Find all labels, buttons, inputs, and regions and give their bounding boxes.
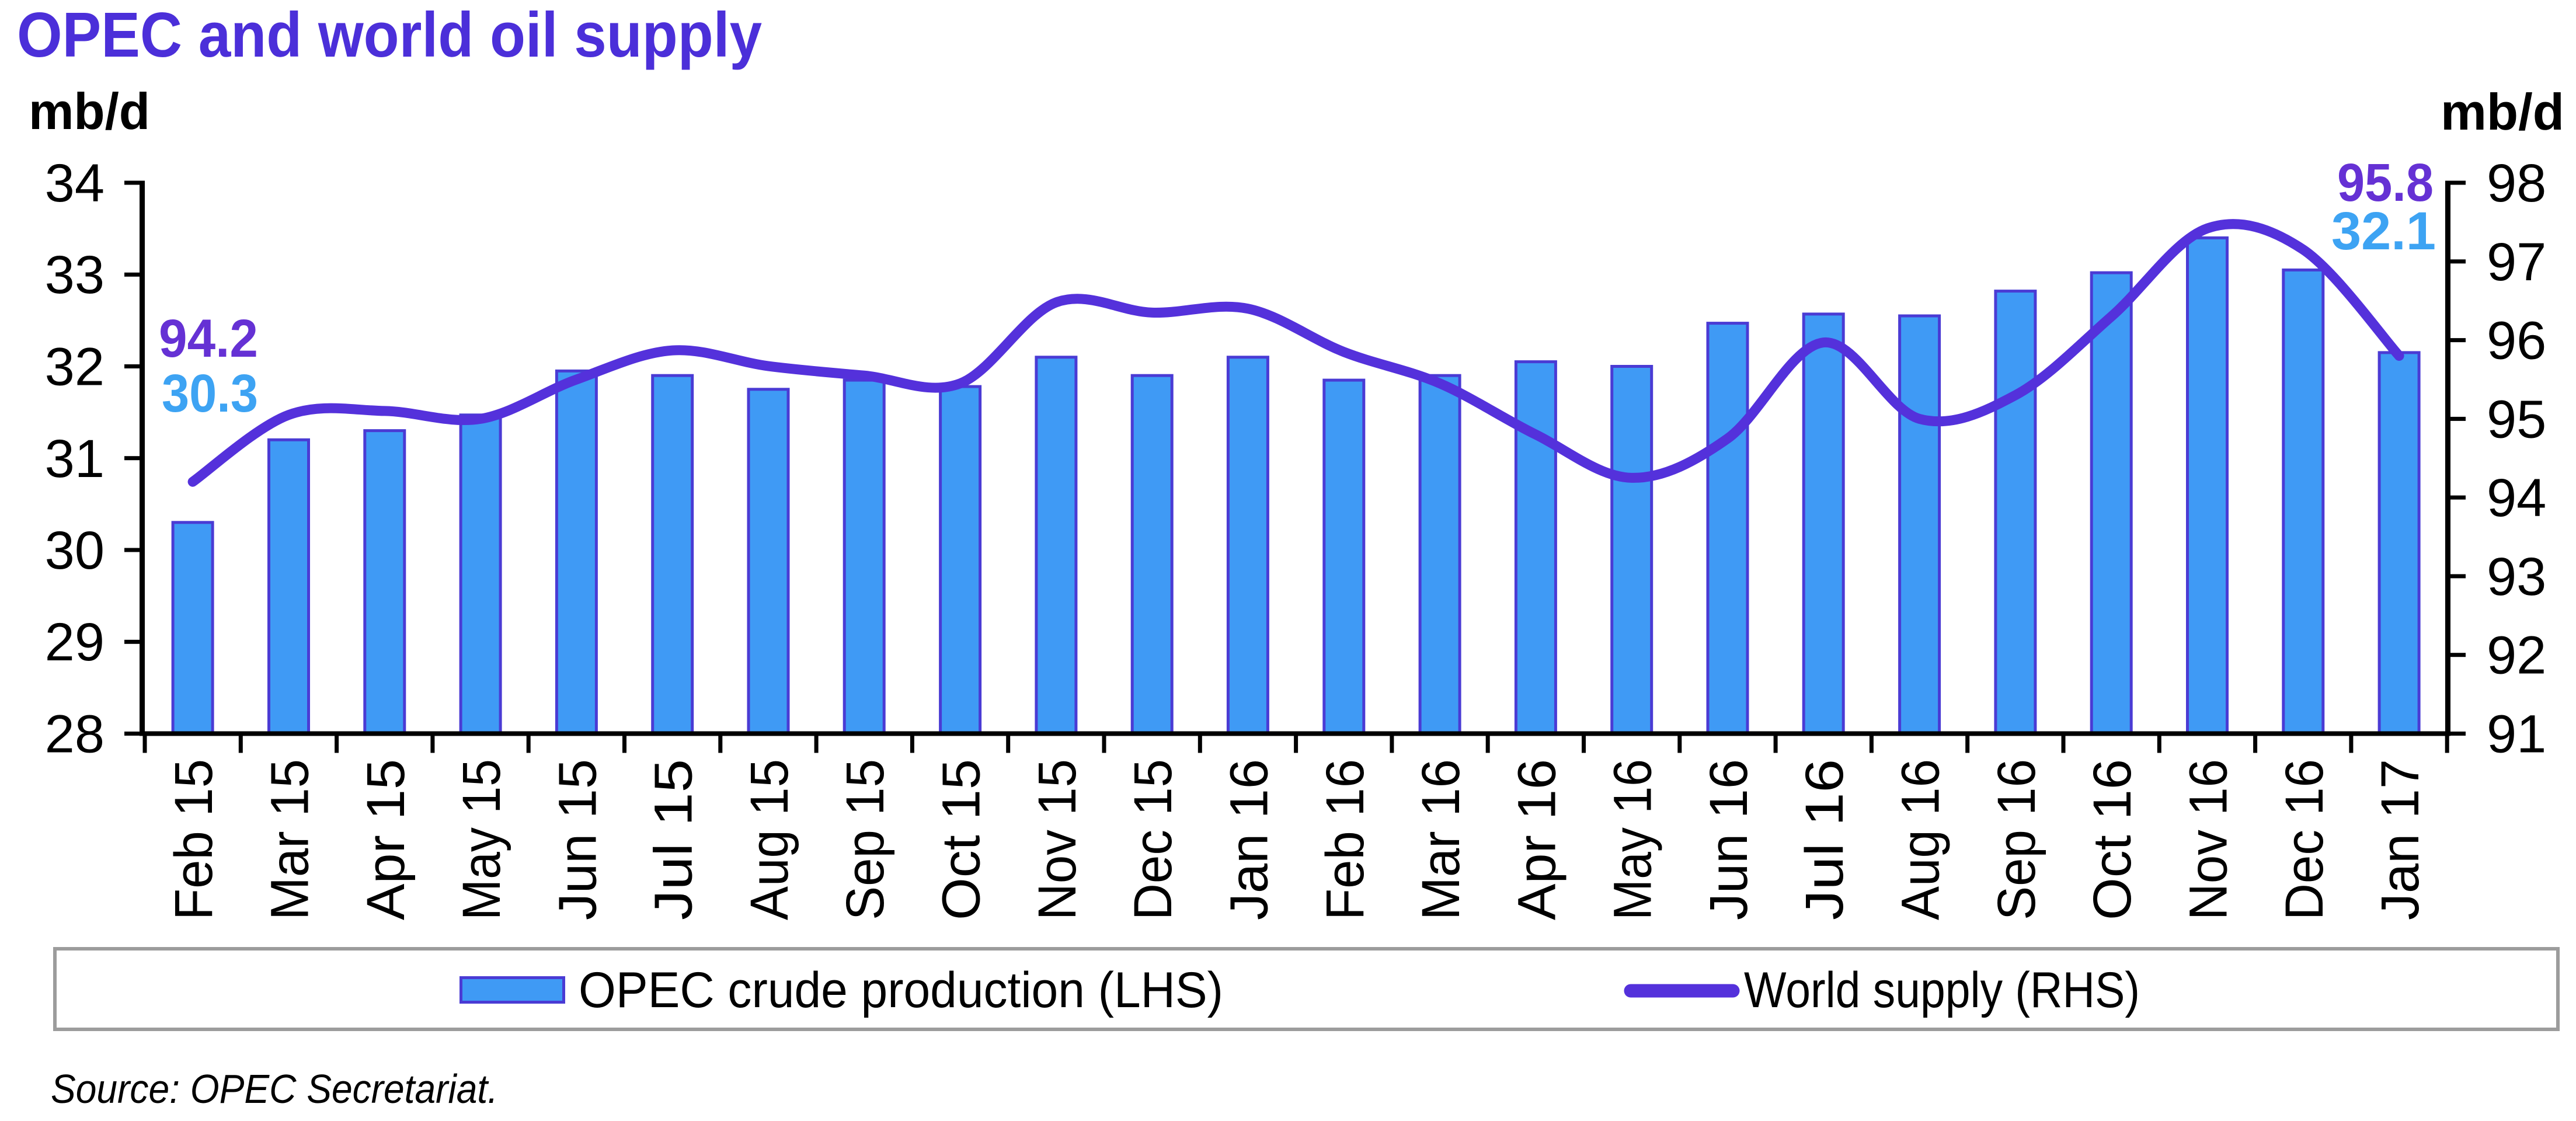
svg-text:98: 98 [2487, 154, 2546, 213]
svg-text:94: 94 [2487, 468, 2546, 528]
svg-text:29: 29 [45, 612, 105, 672]
svg-text:Jul 15: Jul 15 [644, 759, 704, 920]
svg-text:Source: OPEC Secretariat.: Source: OPEC Secretariat. [51, 1066, 498, 1112]
svg-text:OPEC and world oil supply: OPEC and world oil supply [17, 0, 762, 71]
svg-text:30: 30 [45, 521, 105, 580]
svg-text:Feb 16: Feb 16 [1315, 759, 1375, 920]
svg-text:91: 91 [2487, 705, 2546, 764]
svg-text:Jun 15: Jun 15 [548, 759, 607, 920]
svg-text:Jul 16: Jul 16 [1795, 759, 1854, 920]
svg-text:Mar 15: Mar 15 [260, 759, 320, 920]
svg-text:32: 32 [45, 337, 105, 397]
svg-text:30.3: 30.3 [162, 364, 258, 423]
svg-text:92: 92 [2487, 626, 2546, 685]
svg-text:Feb 15: Feb 15 [164, 759, 224, 920]
svg-text:28: 28 [45, 705, 105, 764]
svg-text:34: 34 [45, 154, 105, 213]
svg-text:Apr 15: Apr 15 [356, 759, 416, 920]
svg-text:97: 97 [2487, 232, 2546, 292]
svg-text:World supply (RHS): World supply (RHS) [1744, 962, 2140, 1018]
svg-text:33: 33 [45, 245, 105, 305]
svg-text:Oct 16: Oct 16 [2083, 759, 2142, 920]
svg-text:Dec 16: Dec 16 [2275, 759, 2334, 920]
svg-text:Dec 15: Dec 15 [1123, 759, 1183, 920]
svg-text:96: 96 [2487, 311, 2546, 371]
svg-text:32.1: 32.1 [2331, 201, 2436, 261]
svg-text:OPEC crude production (LHS): OPEC crude production (LHS) [579, 962, 1223, 1018]
svg-text:May 16: May 16 [1603, 759, 1663, 920]
svg-text:93: 93 [2487, 547, 2546, 607]
svg-text:Sep 16: Sep 16 [1987, 759, 2046, 920]
svg-text:Jan 17: Jan 17 [2370, 759, 2430, 920]
svg-text:Sep 15: Sep 15 [836, 759, 895, 920]
svg-text:Jun 16: Jun 16 [1699, 759, 1759, 920]
svg-text:95.8: 95.8 [2337, 153, 2434, 213]
svg-text:May 15: May 15 [452, 759, 511, 920]
svg-text:95: 95 [2487, 389, 2546, 449]
svg-text:Nov 16: Nov 16 [2179, 759, 2239, 920]
svg-text:94.2: 94.2 [159, 309, 258, 368]
svg-text:Oct 15: Oct 15 [932, 759, 991, 920]
svg-text:mb/d: mb/d [2441, 83, 2564, 141]
svg-text:Jan 16: Jan 16 [1219, 759, 1279, 920]
svg-text:Mar 16: Mar 16 [1411, 759, 1471, 920]
svg-text:Nov 15: Nov 15 [1028, 759, 1087, 920]
svg-text:Aug 15: Aug 15 [740, 759, 799, 920]
svg-text:mb/d: mb/d [29, 82, 150, 140]
svg-text:Apr 16: Apr 16 [1507, 759, 1567, 920]
svg-text:31: 31 [45, 429, 105, 489]
svg-text:Aug 16: Aug 16 [1891, 759, 1951, 920]
